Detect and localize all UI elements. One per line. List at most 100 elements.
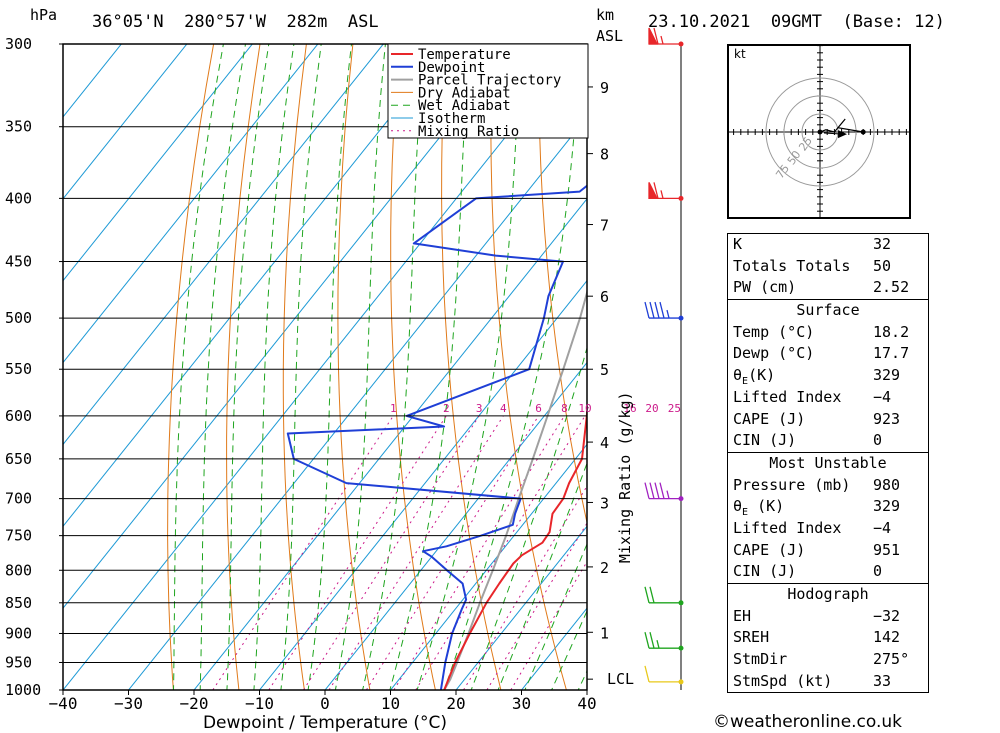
mu-row: θE (K) 329 [728,496,928,518]
isotherm-line [324,361,587,690]
hodograph-ring [801,113,839,151]
mixing-ratio-label: 20 [645,402,658,415]
mu-key: CIN (J) [733,562,797,581]
hodo-key: SREH [733,628,770,647]
wet-adiabat-line [172,44,224,690]
x-tick-label: 10 [381,694,400,713]
km-tick-label: 9 [600,79,609,97]
rows-row: K 32 [728,234,928,256]
dry-adiabat-line [167,44,215,690]
mixing-ratio-line [268,415,447,690]
wind-barb-half [660,35,664,45]
mu-value: −4 [873,518,892,537]
wind-barb-pennant [648,182,659,200]
pressure-tick-label: 600 [5,407,32,425]
hodo-value: 275° [873,650,910,669]
dry-adiabat-line [982,0,1000,716]
legend-entry: Parcel Trajectory [418,73,561,89]
isotherm-line [63,44,385,446]
hodo-value: 33 [873,671,892,690]
hodograph-ring-label: 75 [773,162,792,181]
km-tick-label: 3 [600,494,609,512]
x-tick-label: −20 [180,694,209,713]
mu-value: 0 [873,562,883,581]
isotherm-line [0,0,3,716]
rows-key: Totals Totals [733,256,851,275]
wind-barb-full [644,665,650,683]
pressure-tick-label: 850 [5,594,32,612]
wind-barb [648,27,681,45]
isotherm-line [455,525,587,690]
hodo-key: StmDir [733,650,788,669]
rows-value: 50 [873,256,892,275]
pressure-tick-label: 1000 [5,681,41,699]
rows-value: 2.52 [873,278,910,297]
dry-adiabat-line [226,44,261,690]
wet-adiabat-line [253,44,295,690]
indices-panel: K 32 Totals Totals 50 PW (cm) 2.52 Surface Te… [727,233,929,694]
surface-value: 18.2 [873,322,910,341]
km-tick-label: 1 [600,624,609,642]
hodograph-section-title: Hodograph [787,585,869,603]
pressure-tick-label: 500 [5,309,32,327]
hodograph-ring [783,95,857,169]
location-title: 36°05'N 280°57'W 282m ASL [92,12,379,32]
wind-barb-half [666,490,670,499]
mu-row: Lifted Index −4 [728,518,928,540]
mixing-ratio-label: 10 [578,402,591,415]
pressure-tick-label: 400 [5,189,32,207]
km-tick-label: 6 [600,288,609,306]
mu-value: 980 [873,475,901,494]
wind-barb [644,586,681,604]
lcl-label: LCL [607,670,634,688]
surface-row: Dewp (°C) 17.7 [728,343,928,365]
pressure-tick-label: 550 [5,360,32,378]
wind-barb [644,632,681,649]
wet-adiabat-line [497,461,587,690]
mixing-ratio-line [393,415,565,690]
dry-adiabat-line [282,44,307,690]
x-tick-label: 40 [577,694,596,713]
surface-section-title: Surface [796,301,860,320]
surface-value: 0 [873,431,883,450]
wind-barb-full [649,632,655,649]
pressure-tick-label: 900 [5,624,32,642]
surface-row: CAPE (J) 923 [728,409,928,431]
hodo-key: StmSpd (kt) [733,671,833,690]
hodo-value: −32 [873,606,901,625]
wet-adiabat-line [280,44,322,690]
wind-barb-pennant [648,27,659,45]
site-name: weatheronline.co.uk [730,712,903,732]
wind-barb-full [644,632,650,649]
wind-barb-full [659,301,665,319]
x-tick-label: −30 [114,694,143,713]
surface-row: θE(K) 329 [728,365,928,387]
dry-adiabat-line [584,44,587,118]
wind-barb-half [666,309,670,319]
km-tick-label: 7 [600,217,609,235]
wind-barb [644,301,681,319]
wind-barb-half [656,640,660,649]
surface-row: Lifted Index −4 [728,387,928,409]
isotherm-line [63,44,319,364]
wind-barb [648,182,681,200]
mixing-ratio-line [415,415,586,690]
x-tick-label: 0 [320,694,330,713]
surface-key: CIN (J) [733,431,797,450]
wind-barb-full [653,182,659,199]
legend-entry: Temperature [418,47,511,63]
hodograph-end-dot [860,129,866,135]
mixing-ratio-label: 25 [668,402,681,415]
isotherm-line [389,443,587,690]
surface-value: 329 [873,366,901,385]
rows-key: PW (cm) [733,278,797,297]
rows-key: K [733,235,743,253]
isotherm-line [63,44,123,118]
km-tick-label: 8 [600,146,609,164]
wet-adiabat-line [362,44,425,690]
surface-key: Dewp (°C) [733,344,815,363]
mixing-ratio-line [463,485,587,690]
surface-row: CIN (J) 0 [728,430,928,452]
surface-key: θE(K) [733,366,776,388]
